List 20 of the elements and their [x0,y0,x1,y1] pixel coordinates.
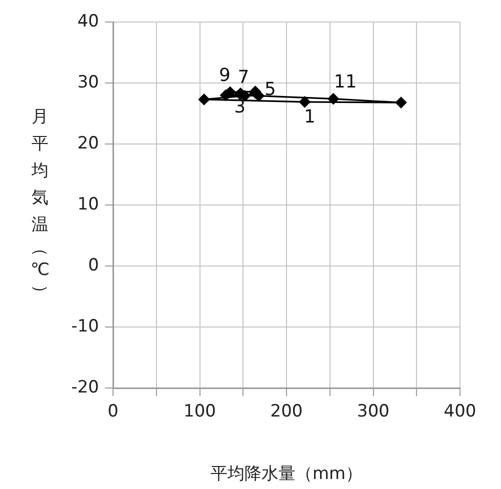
annotation: 1 [304,106,316,128]
x-tick-label: 300 [357,402,390,422]
annotation: 9 [219,64,230,86]
annotation: 11 [334,72,357,93]
x-tick-label: 0 [108,402,118,422]
y-tick-label: -10 [71,316,99,336]
annotation: 7 [238,67,250,88]
annotation: 3 [234,96,246,118]
y-tick-label: 10 [77,194,99,214]
annotation: 5 [264,79,276,100]
y-tick-label: 0 [88,255,99,276]
y-tick-label: -20 [71,377,99,398]
y-axis-title: 月平均気温（℃） [30,106,50,303]
x-tick-label: 200 [270,402,303,422]
x-tick-label: 100 [184,402,216,422]
x-axis-title: 平均降水量（mm） [210,464,363,484]
y-tick-label: 30 [77,72,99,92]
y-tick-label: 20 [77,133,99,154]
x-tick-label: 400 [444,402,476,422]
y-tick-label: 40 [77,11,99,32]
